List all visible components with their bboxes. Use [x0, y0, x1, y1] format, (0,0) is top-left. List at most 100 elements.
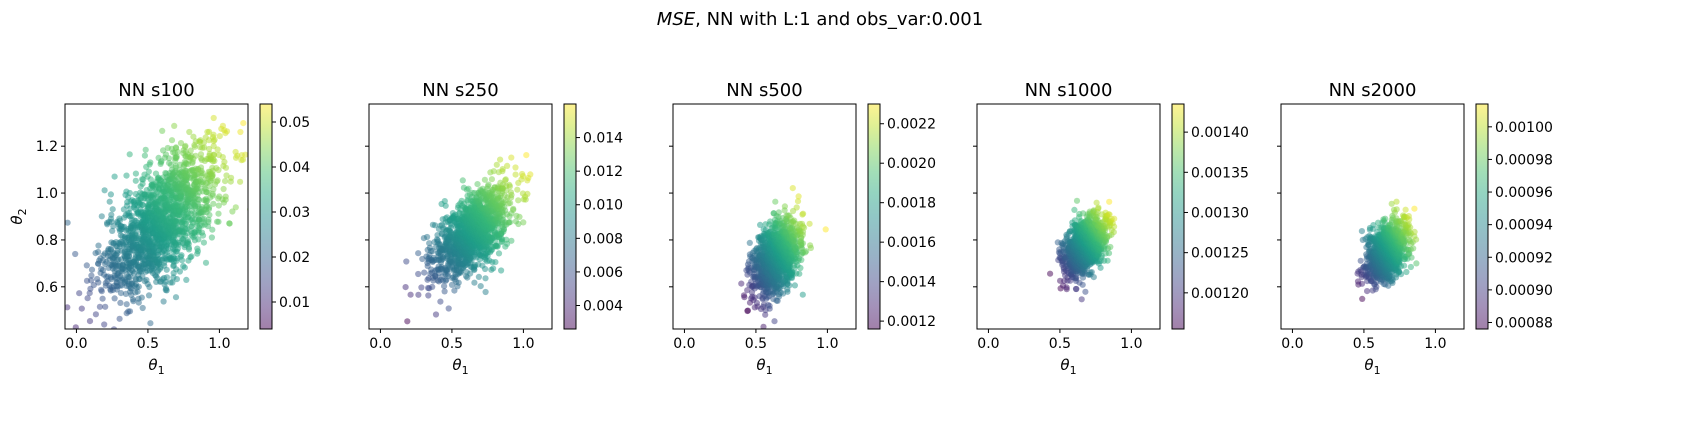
- subplot-2: 0.0 0.5 1.0NN s250θ10.0040.0060.0080.0100.…: [365, 80, 623, 377]
- colorbar-tick-label: 0.0020: [887, 156, 936, 172]
- scatter-point: [793, 204, 800, 211]
- scatter-point: [171, 122, 178, 129]
- scatter-point: [214, 177, 221, 184]
- scatter-point: [188, 253, 195, 260]
- subplots: 0.0 0.5 1.00.60.81.01.2NN s100θ1θ20.010.02…: [8, 80, 1553, 377]
- scatter-point: [471, 279, 478, 286]
- scatter-point: [88, 277, 95, 284]
- scatter-point: [498, 267, 505, 274]
- scatter-point: [519, 190, 527, 197]
- scatter-point: [242, 151, 248, 158]
- scatter-point: [508, 237, 515, 244]
- scatter-point: [152, 170, 160, 177]
- scatter-point: [441, 198, 448, 205]
- colorbar-tick-label: 0.03: [279, 205, 310, 221]
- scatter-point: [418, 284, 425, 291]
- scatter-point: [94, 275, 101, 283]
- scatter-point: [190, 133, 197, 140]
- scatter-point: [1073, 285, 1080, 293]
- scatter-point: [415, 250, 422, 257]
- scatter-point: [495, 250, 503, 257]
- x-tick-label: 0.0: [369, 336, 391, 352]
- scatter-point: [116, 315, 123, 322]
- scatter-point: [109, 227, 116, 234]
- scatter-point: [467, 270, 474, 277]
- scatter-point: [772, 198, 779, 205]
- scatter-point: [798, 256, 805, 264]
- scatter-point: [403, 258, 410, 265]
- scatter-point: [1079, 281, 1086, 288]
- scatter-point: [98, 213, 105, 220]
- scatter-point: [111, 295, 118, 302]
- scatter-point: [479, 185, 486, 192]
- scatter-point: [206, 128, 213, 135]
- scatter-point: [1082, 288, 1089, 295]
- scatter-point: [160, 298, 167, 305]
- scatter-point: [429, 283, 436, 290]
- scatter-point: [228, 174, 235, 181]
- scatter-point: [211, 151, 218, 158]
- scatter-point: [515, 197, 522, 204]
- scatter-point: [107, 245, 114, 252]
- scatter-point: [111, 173, 118, 180]
- scatter-point: [465, 185, 472, 192]
- colorbar-tick-label: 0.012: [583, 164, 623, 180]
- scatter-point: [221, 158, 228, 165]
- scatter-point: [143, 276, 150, 284]
- scatter-point: [160, 147, 167, 154]
- scatter-point: [88, 266, 96, 273]
- scatter-point: [220, 185, 227, 193]
- scatter-point: [167, 161, 175, 168]
- y-tick-label: 0.6: [36, 280, 58, 296]
- scatter-point: [807, 242, 814, 249]
- scatter-point: [147, 176, 154, 183]
- subplot-title: NN s250: [422, 80, 498, 101]
- x-tick-label: 0.5: [441, 336, 463, 352]
- scatter-point: [127, 273, 134, 281]
- scatter-point: [209, 190, 216, 198]
- scatter-point: [519, 170, 526, 178]
- scatter-point: [223, 172, 230, 179]
- scatter-point: [442, 202, 449, 209]
- scatter-point: [65, 219, 71, 226]
- scatter-point: [99, 267, 107, 274]
- scatter-point: [514, 186, 521, 193]
- scatter-point: [117, 290, 125, 297]
- colorbar-tick-label: 0.0022: [887, 117, 936, 133]
- scatter-point: [512, 164, 519, 171]
- scatter-point: [72, 250, 79, 258]
- x-tick-label: 0.0: [65, 336, 87, 352]
- scatter-point: [222, 193, 229, 200]
- scatter-point: [753, 299, 761, 306]
- scatter-point: [117, 299, 124, 306]
- scatter-point: [789, 185, 796, 192]
- x-axis-label: θ1: [148, 356, 164, 377]
- x-tick-label: 1.0: [512, 336, 534, 352]
- scatter-point: [145, 292, 153, 299]
- scatter-point: [139, 201, 146, 208]
- scatter-point: [490, 265, 497, 272]
- scatter-point: [493, 161, 500, 168]
- colorbar-gradient: [867, 103, 881, 330]
- scatter-point: [215, 210, 222, 217]
- scatter-point: [216, 133, 223, 140]
- scatter-point: [101, 187, 108, 194]
- scatter-point: [458, 197, 465, 204]
- scatter-point: [192, 152, 199, 159]
- subplot-title: NN s100: [118, 80, 194, 101]
- scatter-point: [760, 323, 767, 329]
- scatter-point: [424, 233, 431, 241]
- scatter-point: [795, 193, 802, 200]
- scatter-point: [214, 146, 221, 153]
- subplot-4: 0.0 0.5 1.0NN s1000θ10.001200.001250.00130…: [973, 80, 1249, 377]
- scatter-point: [132, 177, 139, 184]
- scatter-point: [415, 291, 422, 298]
- x-tick-label: 0.0: [673, 336, 695, 352]
- scatter-point: [1088, 269, 1095, 276]
- figure-suptitle: MSE, NN with L:1 and obs_var:0.001: [657, 9, 983, 30]
- scatter-point: [507, 219, 514, 226]
- scatter-point: [210, 114, 217, 122]
- scatter-point: [507, 189, 514, 196]
- scatter-point: [109, 206, 116, 213]
- subplot-3: 0.0 0.5 1.0NN s500θ10.00120.00140.00160.00…: [669, 80, 936, 377]
